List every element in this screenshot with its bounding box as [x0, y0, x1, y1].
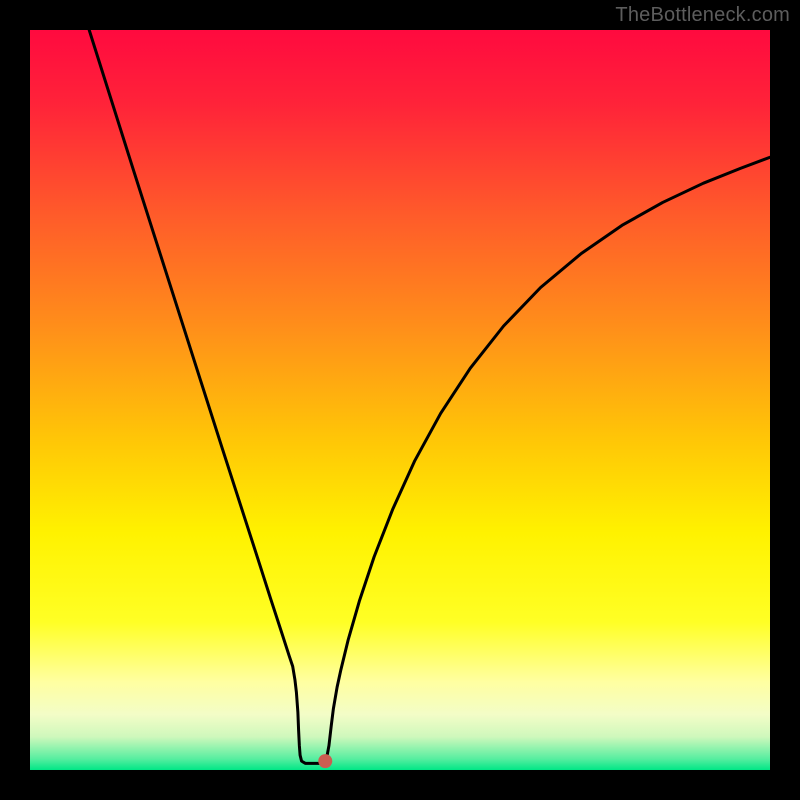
plot-area	[30, 30, 770, 770]
watermark-text: TheBottleneck.com	[615, 4, 790, 27]
chart-root: TheBottleneck.com	[0, 0, 800, 800]
bottleneck-marker	[30, 30, 770, 770]
